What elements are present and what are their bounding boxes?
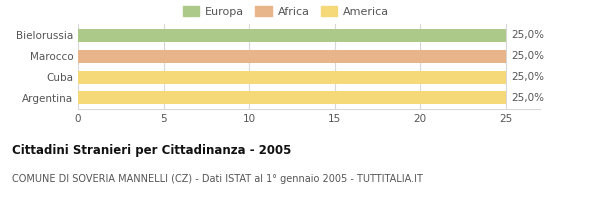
Legend: Europa, Africa, America: Europa, Africa, America xyxy=(183,6,389,17)
Text: 25,0%: 25,0% xyxy=(511,72,544,82)
Text: 25,0%: 25,0% xyxy=(511,93,544,103)
Bar xyxy=(78,91,506,104)
Bar xyxy=(78,29,506,42)
Text: 25,0%: 25,0% xyxy=(511,30,544,40)
Bar xyxy=(78,71,506,84)
Text: COMUNE DI SOVERIA MANNELLI (CZ) - Dati ISTAT al 1° gennaio 2005 - TUTTITALIA.IT: COMUNE DI SOVERIA MANNELLI (CZ) - Dati I… xyxy=(12,174,423,184)
Text: 25,0%: 25,0% xyxy=(511,51,544,61)
Bar xyxy=(78,50,506,63)
Text: Cittadini Stranieri per Cittadinanza - 2005: Cittadini Stranieri per Cittadinanza - 2… xyxy=(12,144,292,157)
